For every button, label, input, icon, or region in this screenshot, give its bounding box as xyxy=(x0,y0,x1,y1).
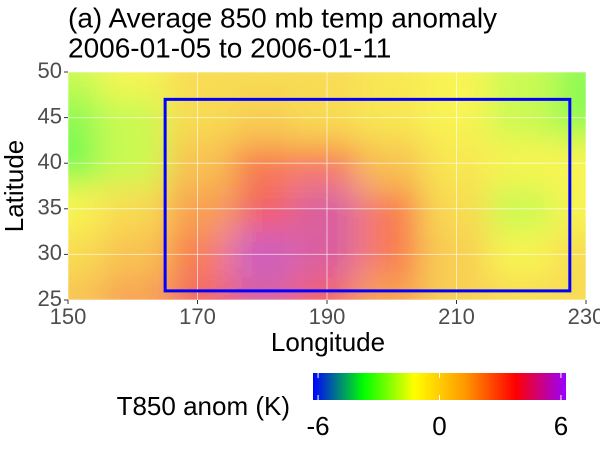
y-tick-label: 50 xyxy=(38,58,62,83)
heat-cell xyxy=(68,277,101,300)
y-tick-label: 25 xyxy=(38,286,62,311)
heat-cell xyxy=(488,277,554,300)
x-tick-label: 170 xyxy=(179,304,216,329)
y-axis-label: Latitude xyxy=(0,140,29,233)
heat-cell xyxy=(488,72,554,95)
heat-cell xyxy=(229,72,295,95)
heat-cell xyxy=(229,277,295,300)
heat-cell xyxy=(68,72,101,95)
colorbar-title: T850 anom (K) xyxy=(117,391,290,421)
heat-cell xyxy=(359,72,425,95)
chart-subtitle: 2006-01-05 to 2006-01-11 xyxy=(68,32,391,63)
y-tick-label: 35 xyxy=(38,195,62,220)
heat-cell xyxy=(553,72,586,95)
region-box xyxy=(163,97,572,293)
colorbar-tick-label: 6 xyxy=(554,411,568,441)
colorbar-tick-label: 0 xyxy=(432,411,446,441)
y-tick-label: 45 xyxy=(38,103,62,128)
box-layer xyxy=(163,97,572,293)
heat-cell xyxy=(359,277,425,300)
x-tick-label: 150 xyxy=(50,304,87,329)
x-tick-label: 230 xyxy=(568,304,600,329)
x-axis-label: Longitude xyxy=(271,327,385,357)
x-tick-label: 210 xyxy=(438,304,475,329)
heatmap xyxy=(68,72,586,300)
colorbar-tick-label: -6 xyxy=(306,411,329,441)
x-tick-label: 190 xyxy=(309,304,346,329)
grid xyxy=(67,71,587,301)
chart-title: (a) Average 850 mb temp anomaly xyxy=(68,2,497,33)
ticks: 150 170 190 210 230 25 30 35 40 45 50 -6 0 6 xyxy=(38,58,600,441)
y-tick-label: 40 xyxy=(38,149,62,174)
heat-cell xyxy=(100,72,166,95)
heat-cell xyxy=(100,277,166,300)
y-tick-label: 30 xyxy=(38,240,62,265)
